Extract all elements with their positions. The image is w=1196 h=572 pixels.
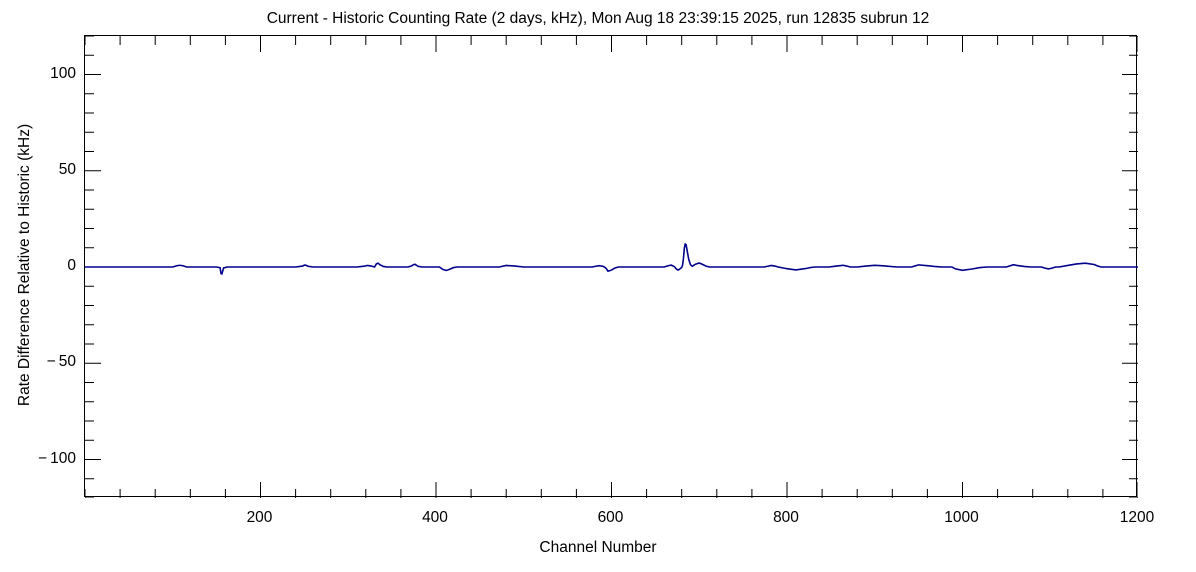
y-tick-label: 50 (58, 160, 76, 178)
y-tick-label: 100 (50, 64, 76, 82)
x-tick-label: 1200 (1119, 509, 1155, 526)
y-axis-minor-ticks (85, 36, 1138, 498)
x-tick-label: 600 (597, 509, 624, 526)
x-tick-label: 800 (773, 509, 799, 526)
data-series-line (85, 242, 1138, 276)
chart-plot-area (85, 36, 1138, 498)
x-axis-major-ticks (260, 36, 1138, 498)
x-axis-title: Channel Number (539, 539, 657, 556)
y-tick-label: − 100 (37, 449, 76, 467)
page-title: Current - Historic Counting Rate (2 days… (266, 10, 930, 27)
y-tick-label: 0 (67, 257, 76, 274)
x-tick-label: 400 (422, 509, 448, 526)
plot-frame (84, 35, 1138, 498)
x-tick-label: 1000 (944, 509, 979, 526)
y-tick-label: − 50 (46, 353, 76, 371)
x-axis-minor-ticks (85, 36, 1104, 498)
x-tick-label: 200 (246, 509, 273, 526)
